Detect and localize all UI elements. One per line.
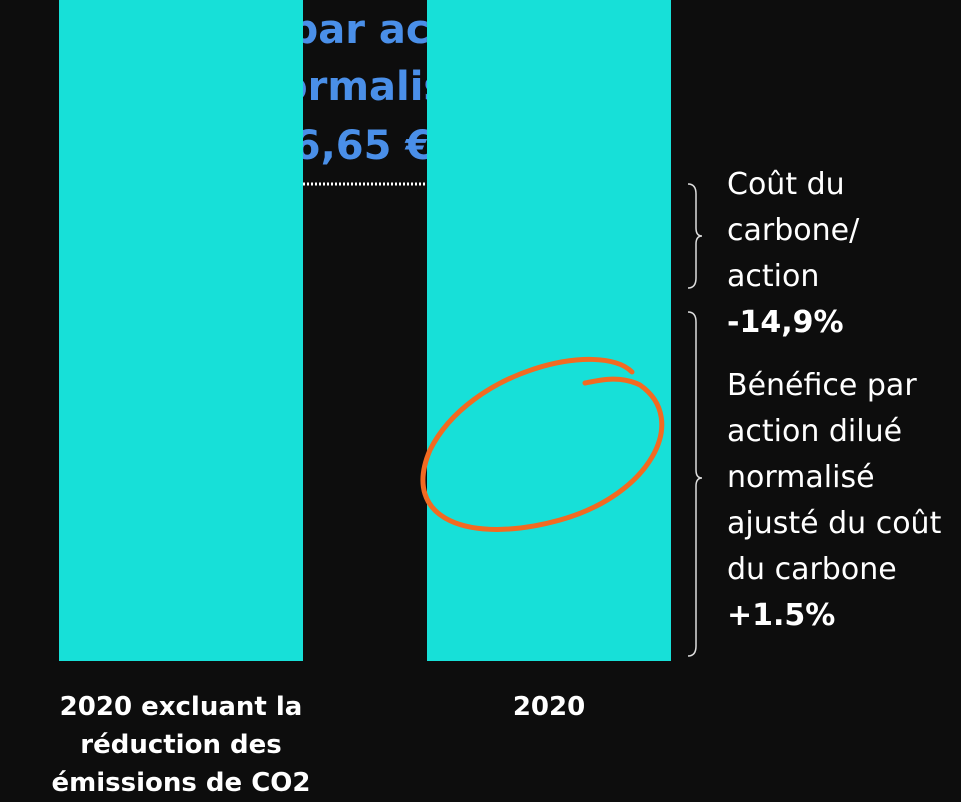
total-label: 6,65 €: [292, 123, 434, 169]
gray-note: Coût du carbone/ action -14,9%: [727, 162, 961, 346]
series-name: Coût du carbone/ action: [727, 167, 860, 294]
change-label: +1.5%: [727, 598, 836, 633]
x-tick-label: 2020 excluant la réduction des émissions…: [51, 692, 311, 798]
brace: [687, 183, 703, 289]
series-name: Bénéfice par action dilué normalisé ajus…: [727, 368, 942, 587]
teal-note: Bénéfice par action dilué normalisé ajus…: [727, 363, 961, 639]
change-label: -14,9%: [727, 305, 844, 340]
x-tick-label: 2020: [512, 692, 586, 722]
bar-segment: [427, 0, 671, 661]
brace: [687, 311, 703, 657]
highlight-circle: [420, 357, 665, 532]
bar-segment: [59, 0, 303, 661]
